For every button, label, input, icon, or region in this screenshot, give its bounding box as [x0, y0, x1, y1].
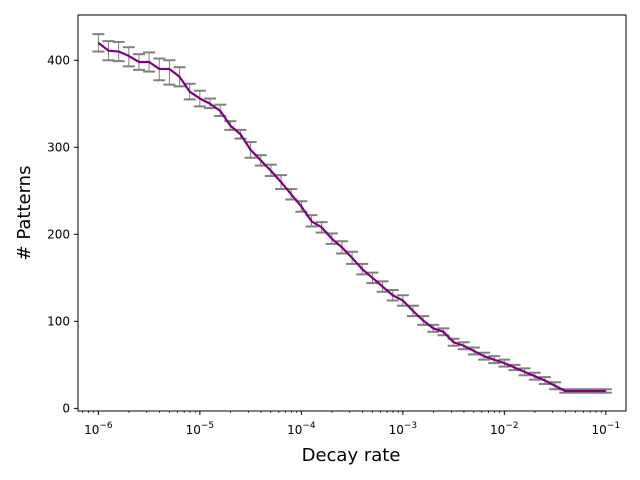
y-axis-title: # Patterns — [14, 166, 35, 261]
y-tick-label: 300 — [47, 140, 70, 154]
plot-area — [78, 15, 626, 411]
x-tick-label: 10−1 — [592, 421, 621, 437]
x-tick-label: 10−5 — [186, 421, 215, 437]
x-axis-title: Decay rate — [302, 445, 401, 466]
x-tick-label: 10−2 — [490, 421, 519, 437]
x-tick-label: 10−3 — [389, 421, 418, 437]
y-tick-label: 0 — [62, 401, 70, 415]
x-tick-label: 10−6 — [84, 421, 113, 437]
series-line — [97, 41, 606, 393]
x-axis-ticks: 10−6 10−5 10−4 10−3 10−2 10−1 — [82, 411, 621, 437]
y-tick-label: 200 — [47, 227, 70, 241]
x-tick-label: 10−4 — [287, 421, 316, 437]
y-tick-label: 400 — [47, 53, 70, 67]
y-tick-label: 100 — [47, 314, 70, 328]
plot-frame — [77, 14, 627, 412]
y-axis-ticks: 0 100 200 300 400 — [47, 53, 78, 415]
